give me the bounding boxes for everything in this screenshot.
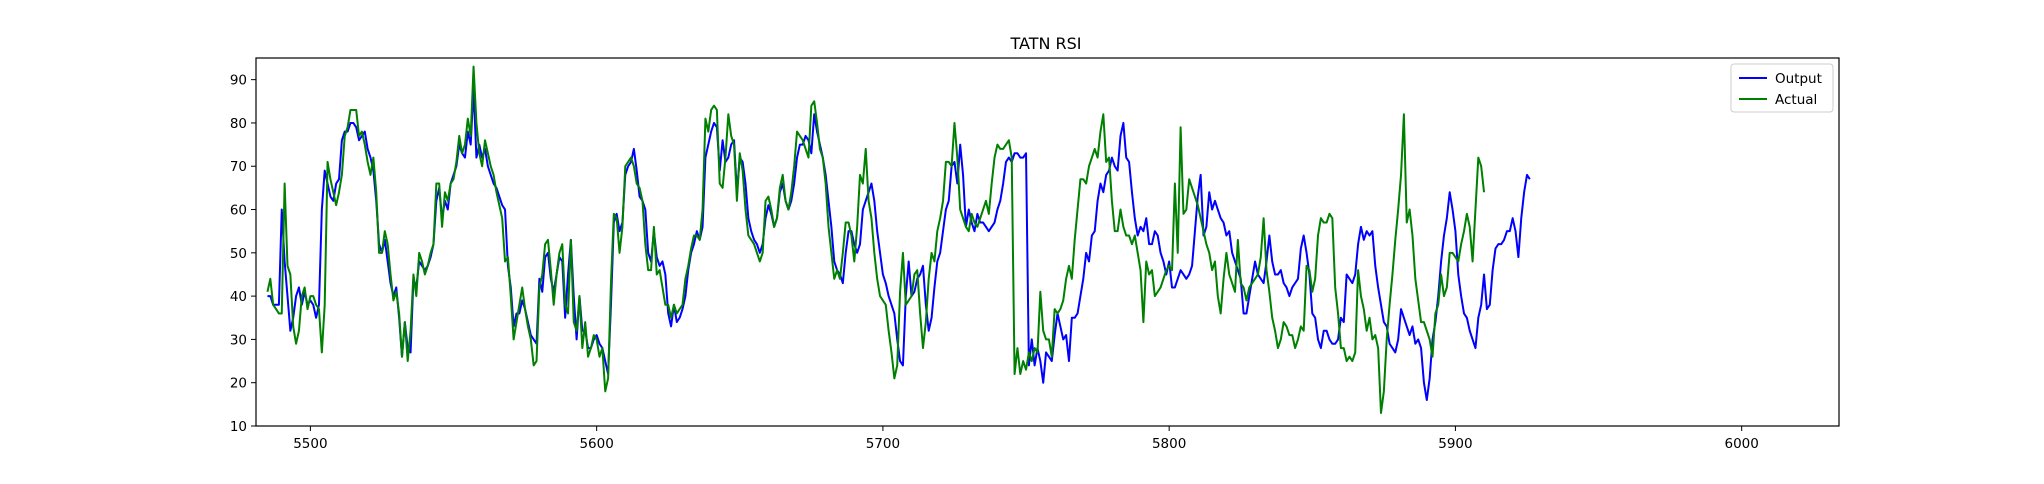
y-tick-label: 30 bbox=[230, 332, 247, 348]
x-tick-label: 5700 bbox=[866, 436, 900, 452]
y-tick-label: 40 bbox=[230, 289, 247, 305]
x-tick-label: 5600 bbox=[579, 436, 613, 452]
legend-label-output: Output bbox=[1775, 71, 1822, 87]
y-tick-label: 50 bbox=[230, 246, 247, 262]
x-tick-label: 6000 bbox=[1724, 436, 1758, 452]
y-tick-label: 80 bbox=[230, 116, 247, 132]
x-tick-label: 5500 bbox=[293, 436, 327, 452]
series-line-actual bbox=[266, 65, 1486, 415]
y-tick-label: 90 bbox=[230, 73, 247, 89]
y-tick-label: 70 bbox=[230, 159, 247, 175]
plot-area-frame bbox=[255, 57, 1840, 427]
plot-lines bbox=[266, 65, 1531, 415]
y-axis: 10 20 30 40 50 60 70 80 90 bbox=[230, 73, 256, 435]
x-axis: 5500 5600 5700 5800 5900 6000 bbox=[293, 426, 1759, 452]
y-tick-label: 60 bbox=[230, 203, 247, 219]
legend: Output Actual bbox=[1730, 63, 1834, 113]
y-tick-label: 10 bbox=[230, 419, 247, 435]
chart-title: TATN RSI bbox=[1009, 34, 1081, 53]
y-tick-label: 20 bbox=[230, 376, 247, 392]
x-tick-label: 5900 bbox=[1438, 436, 1472, 452]
x-tick-label: 5800 bbox=[1152, 436, 1186, 452]
legend-label-actual: Actual bbox=[1775, 92, 1817, 108]
